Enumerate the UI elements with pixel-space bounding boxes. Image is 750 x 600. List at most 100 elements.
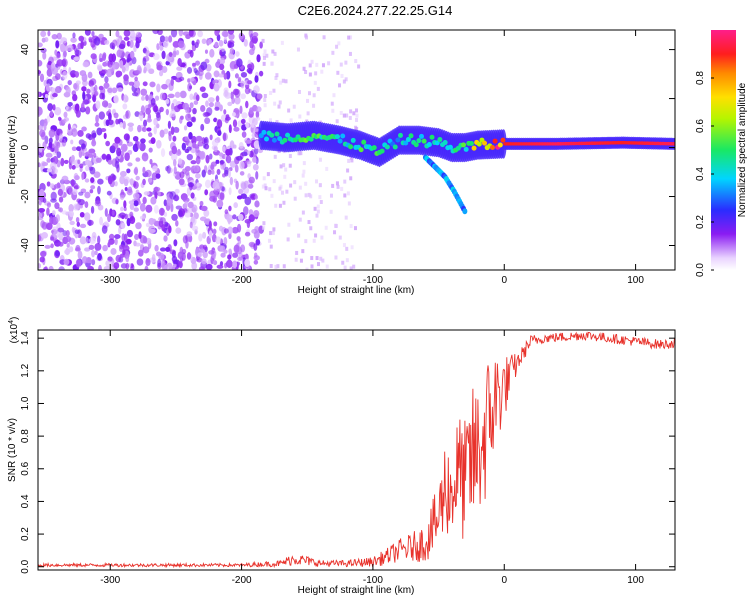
- heatmap-noise-cell: [122, 249, 126, 256]
- heatmap-noise-cell: [234, 73, 239, 79]
- figure-title: C2E6.2024.277.22.25.G14: [298, 3, 453, 18]
- heatmap-faint-cell: [302, 169, 306, 174]
- heatmap-noise-cell: [182, 31, 190, 36]
- heatmap-noise-cell: [225, 155, 232, 164]
- heatmap-noise-cell: [113, 95, 119, 104]
- heatmap-noise-cell: [107, 241, 111, 248]
- heatmap-faint-cell: [348, 115, 352, 120]
- colorbar-tick-label: 0.6: [695, 119, 706, 133]
- heatmap-faint-cell: [354, 59, 358, 64]
- heatmap-noise-cell: [170, 78, 174, 86]
- heatmap-noise-cell: [52, 92, 58, 98]
- heatmap-faint-cell: [318, 268, 322, 270]
- heatmap-noise-cell: [99, 92, 105, 100]
- heatmap-noise-cell: [223, 109, 227, 115]
- heatmap-noise-cell: [145, 50, 150, 57]
- heatmap-noise-cell: [106, 190, 112, 196]
- heatmap-faint-cell: [268, 118, 272, 123]
- heatmap-noise-cell: [238, 188, 244, 195]
- heatmap-faint-cell: [318, 195, 322, 200]
- snr-ytick-label: 0.2: [20, 527, 31, 541]
- heatmap-noise-cell: [159, 129, 165, 138]
- heatmap-noise-cell: [161, 50, 166, 60]
- heatmap-noise-cell: [69, 156, 75, 165]
- heatmap-noise-cell: [189, 102, 194, 109]
- heatmap-noise-cell: [127, 122, 135, 127]
- heatmap-faint-cell: [312, 238, 316, 243]
- heatmap-noise-cell: [228, 205, 232, 212]
- heatmap-faint-cell: [318, 157, 322, 162]
- heatmap-noise-cell: [134, 233, 140, 241]
- heatmap-signal-cell: [350, 137, 356, 143]
- heatmap-noise-cell: [253, 85, 260, 94]
- heatmap-noise-cell: [97, 253, 102, 261]
- snr-xtick-label: -300: [100, 575, 120, 586]
- snr-ticks: -300 -200 -100 0 100 0.0 0.2 0.4 0.6 0.8 1.0 1.2 1.4: [20, 330, 675, 586]
- heatmap-noise-cell: [249, 33, 254, 42]
- heatmap-signal-cell: [397, 132, 403, 138]
- heatmap-faint-cell: [349, 35, 353, 40]
- heatmap-noise-cell: [85, 106, 91, 115]
- heatmap-noise-cell: [236, 58, 243, 68]
- heatmap-noise-cell: [198, 233, 203, 242]
- heatmap-noise-cell: [150, 137, 156, 144]
- heatmap-noise-cell: [239, 171, 245, 176]
- heatmap-noise-cell: [228, 80, 232, 89]
- heatmap-noise-cell: [215, 95, 220, 103]
- heatmap-noise-cell: [189, 221, 193, 229]
- heatmap-noise-cell: [247, 63, 253, 70]
- heatmap-faint-cell: [304, 239, 308, 244]
- heatmap-noise-cell: [112, 142, 119, 149]
- snr-xtick-label: -200: [232, 575, 252, 586]
- heatmap-noise-cell: [95, 100, 101, 110]
- heatmap-noise-cell: [123, 74, 129, 82]
- heatmap-noise-cell: [186, 146, 192, 151]
- heatmap-noise-cell: [95, 114, 99, 124]
- heatmap-noise-cell: [240, 71, 248, 78]
- heatmap-signal-cell: [274, 131, 280, 137]
- heatmap-noise-cell: [87, 153, 94, 158]
- heatmap-noise-cell: [149, 94, 153, 100]
- heatmap-noise-cell: [114, 234, 121, 239]
- heatmap-noise-cell: [192, 107, 197, 115]
- heatmap-faint-cell: [268, 187, 272, 192]
- heatmap-faint-cell: [304, 181, 308, 186]
- heatmap-noise-cell: [156, 113, 161, 122]
- heatmap-noise-cell: [44, 93, 49, 99]
- heatmap-faint-cell: [269, 244, 273, 249]
- heatmap-noise-cell: [222, 173, 226, 178]
- colorbar-gradient: [711, 30, 736, 270]
- heatmap-noise-cell: [214, 30, 220, 37]
- heatmap-faint-cell: [340, 73, 344, 78]
- heatmap-signal-cell: [361, 139, 367, 145]
- heatmap-noise-cell: [163, 235, 168, 242]
- heatmap-noise-cell: [240, 80, 245, 89]
- heatmap-noise-cell: [39, 73, 45, 83]
- heatmap-faint-cell: [280, 40, 284, 45]
- heatmap-noise-cell: [242, 206, 249, 216]
- heatmap-faint-cell: [289, 183, 293, 188]
- heatmap-noise-cell: [120, 222, 126, 229]
- heatmap-noise-cell: [59, 207, 63, 213]
- heatmap-faint-cell: [340, 186, 344, 191]
- heatmap-noise-cell: [197, 141, 204, 147]
- heatmap-noise-cell: [101, 225, 108, 234]
- heatmap-noise-cell: [208, 250, 215, 255]
- heatmap-noise-cell: [249, 107, 254, 115]
- heatmap-noise-cell: [216, 168, 221, 176]
- heatmap-faint-cell: [319, 256, 323, 261]
- heatmap-noise-cell: [142, 196, 147, 205]
- heatmap-noise-cell: [101, 100, 109, 108]
- heatmap-noise-cell: [193, 100, 199, 106]
- heatmap-noise-cell: [38, 234, 42, 242]
- heatmap-noise-cell: [116, 49, 122, 58]
- heatmap-noise-cell: [133, 69, 141, 75]
- heatmap-noise-cell: [227, 254, 232, 260]
- heatmap-noise-cell: [154, 244, 159, 252]
- heatmap-noise-cell: [248, 209, 254, 216]
- heatmap-faint-cell: [354, 108, 358, 113]
- heatmap-noise-cell: [44, 266, 48, 270]
- heatmap-noise-cell: [232, 214, 237, 220]
- heatmap-noise-cell: [254, 194, 258, 200]
- heatmap-noise-cell: [224, 166, 230, 175]
